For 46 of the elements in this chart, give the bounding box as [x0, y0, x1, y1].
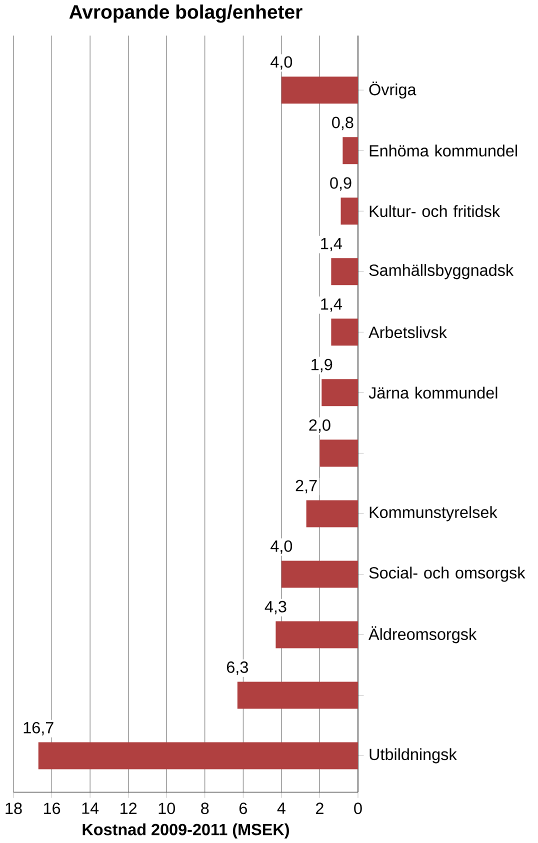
y-tick-label: Utbildningsk: [370, 748, 457, 764]
bar: [322, 379, 358, 406]
bar: [342, 137, 358, 164]
y-tick-label: Arbetslivsk: [368, 326, 447, 338]
data-label: 16,7: [24, 722, 54, 736]
x-tick-label: 4: [277, 802, 286, 814]
x-axis-title: Kostnad 2009-2011 (MSEK): [82, 823, 290, 839]
y-tick-label: Äldreomsorgsk: [368, 626, 477, 644]
y-tick-label: Kultur- och fritidsk: [370, 205, 500, 218]
y-tick-label: Övriga: [369, 82, 416, 99]
x-tick-label: 6: [240, 802, 248, 814]
y-tick-label: Social- och omsorgsk: [369, 566, 526, 582]
bar: [331, 258, 358, 286]
data-label: 1,4: [321, 238, 342, 252]
bar: [282, 76, 358, 104]
x-tick-label: 10: [158, 802, 176, 814]
data-label: 0,9: [330, 177, 352, 191]
x-tick-label: 18: [6, 802, 22, 814]
y-tick-label: Kommunstyrelsek: [370, 506, 498, 522]
bar: [38, 742, 358, 770]
bar: [282, 560, 358, 588]
data-label: 2,7: [296, 480, 317, 494]
y-tick-label: Järna kommundel: [368, 386, 498, 399]
chart-title: Avropande bolag/enheter: [69, 4, 302, 23]
data-label: 1,4: [321, 298, 342, 312]
data-label: 1,9: [312, 358, 332, 372]
bar: [340, 198, 358, 225]
bar: [276, 621, 358, 648]
data-label: 4,0: [270, 56, 292, 70]
bar: [331, 318, 358, 346]
bar: [306, 500, 358, 528]
x-tick-label: 12: [120, 802, 137, 814]
x-tick-label: 16: [44, 802, 60, 814]
data-label: 4,0: [270, 540, 292, 554]
data-label: 0,8: [332, 116, 354, 130]
x-tick-label: 0: [354, 802, 362, 814]
y-tick-label: Enhöma kommundel: [370, 144, 518, 157]
data-label: 2,0: [309, 419, 330, 433]
x-tick-label: 8: [201, 802, 209, 814]
x-tick-label: 2: [316, 802, 324, 814]
data-label: 6,3: [227, 661, 248, 675]
y-tick-label: Samhällsbyggnadsk: [369, 264, 514, 280]
bar: [238, 682, 358, 709]
bar: [320, 440, 358, 467]
data-label: 4,3: [264, 600, 286, 614]
x-tick-label: 14: [82, 802, 99, 814]
